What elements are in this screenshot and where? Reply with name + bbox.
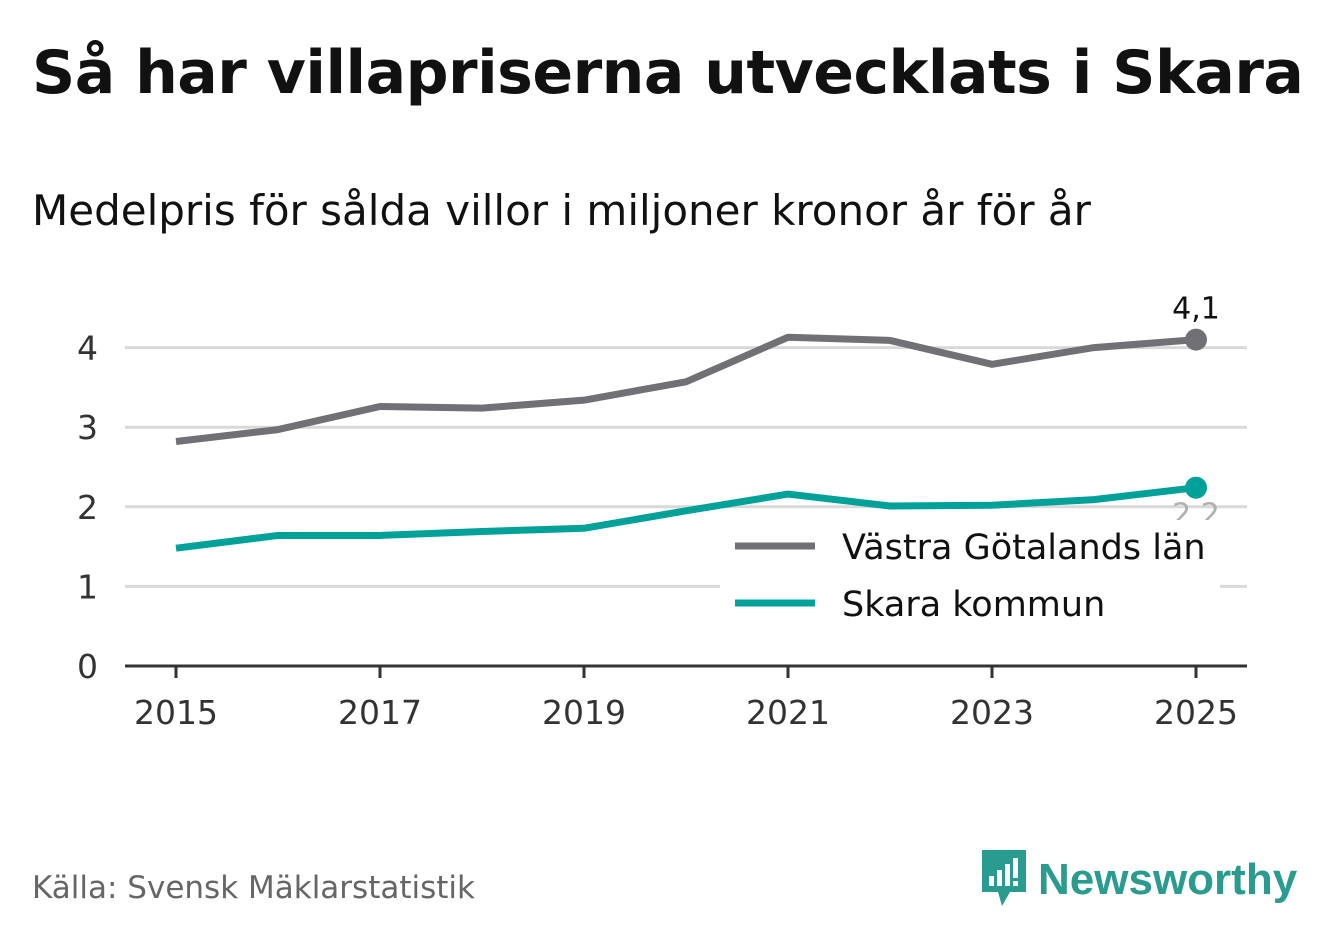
- x-tick-label: 2025: [1154, 693, 1238, 732]
- legend: Västra Götalands län Skara kommun: [720, 520, 1220, 630]
- x-tick-label: 2021: [746, 693, 830, 732]
- bar-chart-icon: [980, 848, 1028, 912]
- y-tick-label: 0: [77, 647, 98, 686]
- x-tick-label: 2015: [134, 693, 218, 732]
- series-end-point-0: [1185, 328, 1207, 351]
- series-line-0: [175, 333, 1197, 446]
- series-line-1: [175, 484, 1197, 552]
- y-tick-label: 2: [77, 488, 98, 527]
- y-tick-label: 3: [77, 408, 98, 447]
- legend-label-vastra-gotaland: Västra Götalands län: [842, 528, 1206, 568]
- series-end-point-1: [1185, 476, 1207, 499]
- x-axis: 2015 2017 2019 2021 2023 2025: [125, 664, 1247, 732]
- series-lines: [175, 328, 1207, 552]
- legend-label-skara: Skara kommun: [842, 585, 1105, 625]
- end-value-label-0: 4,1: [1172, 292, 1220, 327]
- y-tick-label: 4: [77, 329, 98, 368]
- chart-title: Så har villapriserna utvecklats i Skara: [32, 38, 1304, 108]
- legend-background: [720, 520, 1220, 630]
- source-credit: Källa: Svensk Mäklarstatistik: [32, 870, 475, 906]
- y-tick-labels: 0 1 2 3 4: [77, 329, 98, 686]
- y-tick-label: 1: [77, 567, 98, 606]
- x-tick-label: 2023: [950, 693, 1034, 732]
- x-tick-label: 2017: [338, 693, 422, 732]
- brand-logo: Newsworthy: [980, 848, 1297, 912]
- brand-name: Newsworthy: [1038, 855, 1298, 904]
- chart-subtitle: Medelpris för sålda villor i miljoner kr…: [32, 186, 1091, 235]
- x-tick-label: 2019: [542, 693, 626, 732]
